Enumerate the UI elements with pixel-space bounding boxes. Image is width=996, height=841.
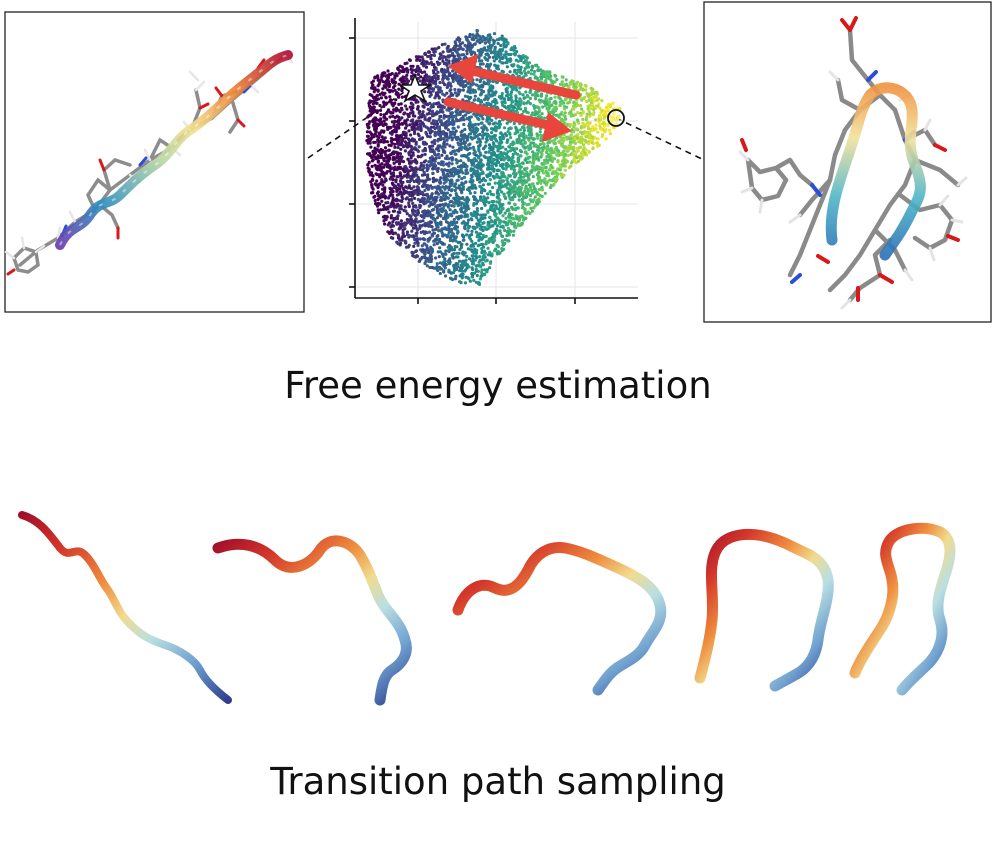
free-energy-caption: Free energy estimation [284, 364, 712, 407]
transition-path-caption: Transition path sampling [270, 760, 726, 803]
snapshot-4 [694, 528, 834, 692]
connector-lines [307, 87, 705, 161]
transition-path-snapshots [18, 511, 956, 706]
snapshot-3 [452, 541, 667, 696]
start-star-icon [397, 72, 433, 103]
transition-arrows [443, 54, 581, 142]
extended-structure-panel [4, 11, 305, 313]
folded-structure-panel [703, 1, 992, 323]
free-energy-scatter-plot [349, 18, 638, 304]
snapshot-2 [212, 535, 412, 706]
end-circle-icon [607, 109, 625, 127]
snapshot-5 [849, 522, 956, 696]
snapshot-1 [18, 511, 232, 704]
